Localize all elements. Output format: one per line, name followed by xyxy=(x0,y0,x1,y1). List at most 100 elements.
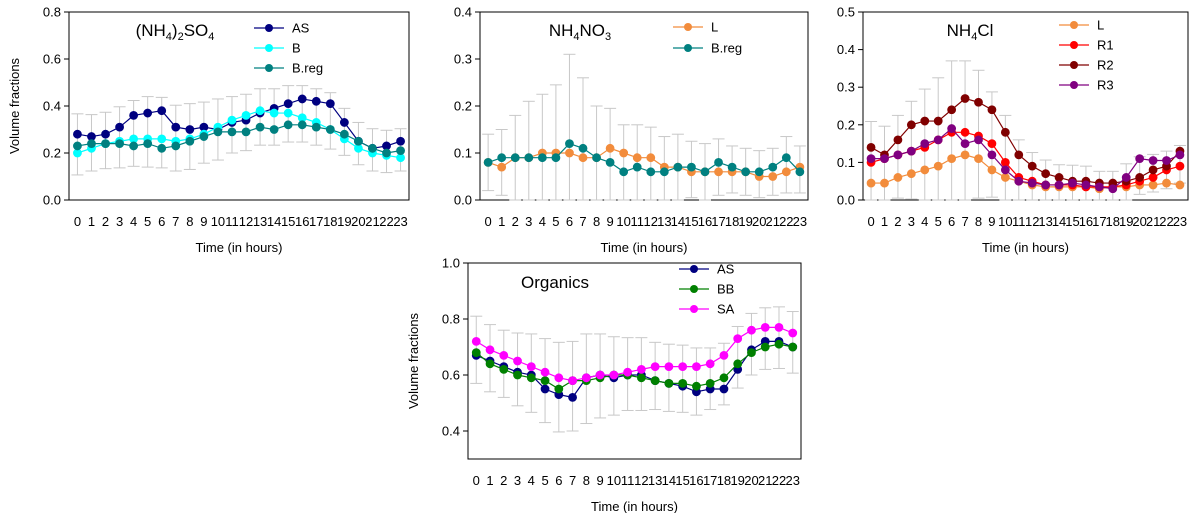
p1-data-point xyxy=(605,157,615,167)
chart-organics: 0.40.60.81.00 1 2 3 4 5 6 7 8 9 10 11 12 13 14 15 16 17 18… xyxy=(406,256,802,513)
p2-x-tick-label: 5 xyxy=(935,214,942,229)
p0-legend-marker xyxy=(265,64,273,72)
p0-data-point xyxy=(129,141,139,151)
p1-data-point xyxy=(497,153,507,163)
p2-x-tick-label: 9 xyxy=(988,214,995,229)
p2-data-point xyxy=(947,124,957,133)
p1-x-tick-label: 1 xyxy=(498,214,505,229)
p0-x-tick-label: 1 xyxy=(88,214,95,229)
p0-x-tick-label: 11 xyxy=(225,214,239,229)
p3-x-tick-label: 10 xyxy=(607,473,621,488)
chart-ammonium-sulfate: 0.00.20.40.60.80 1 2 3 4 5 6 7 8 9 10 11 12 13 14 15 16 1… xyxy=(7,5,410,255)
p2-data-point xyxy=(987,150,997,160)
p3-x-tick-label: 5 xyxy=(541,473,548,488)
p3-series-as xyxy=(471,337,798,402)
p2-data-point xyxy=(920,165,930,175)
p1-data-point xyxy=(754,167,764,177)
p3-x-tick-label: 23 xyxy=(786,473,800,488)
p0-data-point xyxy=(382,148,391,158)
p0-data-point xyxy=(241,111,251,120)
p0-data-point xyxy=(297,94,307,104)
p1-data-point xyxy=(605,143,615,153)
p3-data-point xyxy=(719,351,729,360)
p3-x-tick-label: 2 xyxy=(500,473,507,488)
p1-data-point xyxy=(524,153,534,163)
p3-data-point xyxy=(485,359,495,369)
p2-data-point xyxy=(1175,161,1185,171)
p2-series-line xyxy=(870,97,1181,184)
p0-data-point xyxy=(101,139,110,149)
p1-data-point xyxy=(714,167,723,177)
p2-x-tick-label: 3 xyxy=(908,214,915,229)
p3-data-point xyxy=(554,384,564,394)
p3-x-tick-label: 19 xyxy=(730,473,744,488)
p1-data-point xyxy=(714,157,723,167)
p1-x-tick-label: 0 xyxy=(485,214,492,229)
p2-data-point xyxy=(880,154,889,164)
p2-data-point xyxy=(1014,176,1024,186)
p1-data-point xyxy=(768,162,778,172)
p2-data-point xyxy=(920,139,930,149)
p0-x-tick-label: 4 xyxy=(130,214,137,229)
p2-data-point xyxy=(1162,156,1171,165)
p0-data-point xyxy=(255,122,265,132)
p3-x-tick-label: 8 xyxy=(583,473,590,488)
p1-data-point xyxy=(537,153,547,163)
p0-data-point xyxy=(157,143,167,153)
p0-data-point xyxy=(143,139,153,149)
p2-x-axis-title: Time (in hours) xyxy=(982,240,1069,255)
p0-data-point xyxy=(297,120,307,130)
p3-series-sa xyxy=(471,323,798,385)
p2-data-point xyxy=(960,127,970,137)
p3-data-point xyxy=(499,365,509,374)
p3-data-point xyxy=(774,339,784,349)
p0-x-tick-label: 19 xyxy=(337,214,351,229)
p2-y-tick-label: 0.4 xyxy=(837,42,855,57)
p0-x-tick-label: 2 xyxy=(102,214,109,229)
p1-data-point xyxy=(795,167,805,177)
p2-x-tick-label: 18 xyxy=(1106,214,1120,229)
p0-data-point xyxy=(87,139,96,149)
p0-x-tick-label: 12 xyxy=(239,214,253,229)
p2-data-point xyxy=(1000,127,1010,137)
p0-data-point xyxy=(325,125,335,134)
p3-data-point xyxy=(540,376,550,385)
p1-data-point xyxy=(565,148,574,158)
p3-data-point xyxy=(609,370,619,380)
p1-data-point xyxy=(659,167,669,177)
p3-y-tick-label: 1.0 xyxy=(442,256,460,271)
p0-y-tick-label: 0.2 xyxy=(43,146,61,161)
p0-data-point xyxy=(185,125,195,134)
p2-data-point xyxy=(960,94,970,103)
p2-data-point xyxy=(1027,161,1037,171)
p2-data-point xyxy=(1121,173,1131,182)
p0-data-point xyxy=(325,99,335,109)
p3-x-tick-label: 6 xyxy=(555,473,562,488)
p1-data-point xyxy=(619,148,629,158)
p2-x-tick-label: 0 xyxy=(867,214,874,229)
p2-x-tick-label: 14 xyxy=(1052,214,1066,229)
p3-legend-label: AS xyxy=(717,262,735,277)
p2-data-point xyxy=(893,135,903,145)
p2-data-point xyxy=(960,139,970,149)
p3-data-point xyxy=(650,376,660,385)
p2-data-point xyxy=(1094,182,1104,192)
p0-x-tick-label: 23 xyxy=(393,214,407,229)
p1-data-point xyxy=(768,172,778,181)
p0-data-point xyxy=(339,118,349,127)
p3-data-point xyxy=(568,392,577,402)
p2-legend-marker xyxy=(1070,81,1078,89)
p1-x-tick-label: 11 xyxy=(630,214,644,229)
p3-data-point xyxy=(485,345,495,355)
p1-x-tick-label: 6 xyxy=(566,214,573,229)
p1-x-tick-label: 13 xyxy=(657,214,671,229)
p3-data-point xyxy=(678,362,688,371)
p3-data-point xyxy=(513,356,522,366)
p2-data-point xyxy=(1148,173,1158,182)
p2-data-point xyxy=(1054,180,1064,190)
p0-data-point xyxy=(199,132,209,141)
p0-legend-label: B.reg xyxy=(292,61,323,76)
p1-data-point xyxy=(497,162,507,172)
p0-data-point xyxy=(185,136,195,146)
p0-series-line xyxy=(77,110,401,159)
